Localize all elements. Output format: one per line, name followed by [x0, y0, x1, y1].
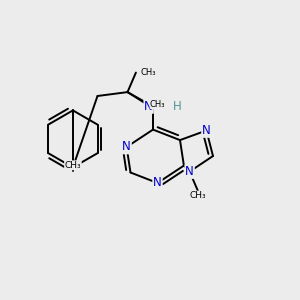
Text: CH₃: CH₃ — [140, 68, 156, 77]
Text: CH₃: CH₃ — [64, 161, 81, 170]
Text: N: N — [122, 140, 131, 154]
Text: N: N — [185, 165, 194, 178]
Text: H: H — [172, 100, 182, 113]
Text: N: N — [202, 124, 211, 137]
Text: N: N — [153, 176, 162, 190]
Text: CH₃: CH₃ — [190, 191, 206, 200]
Text: N: N — [144, 100, 153, 113]
Text: CH₃: CH₃ — [150, 100, 166, 109]
